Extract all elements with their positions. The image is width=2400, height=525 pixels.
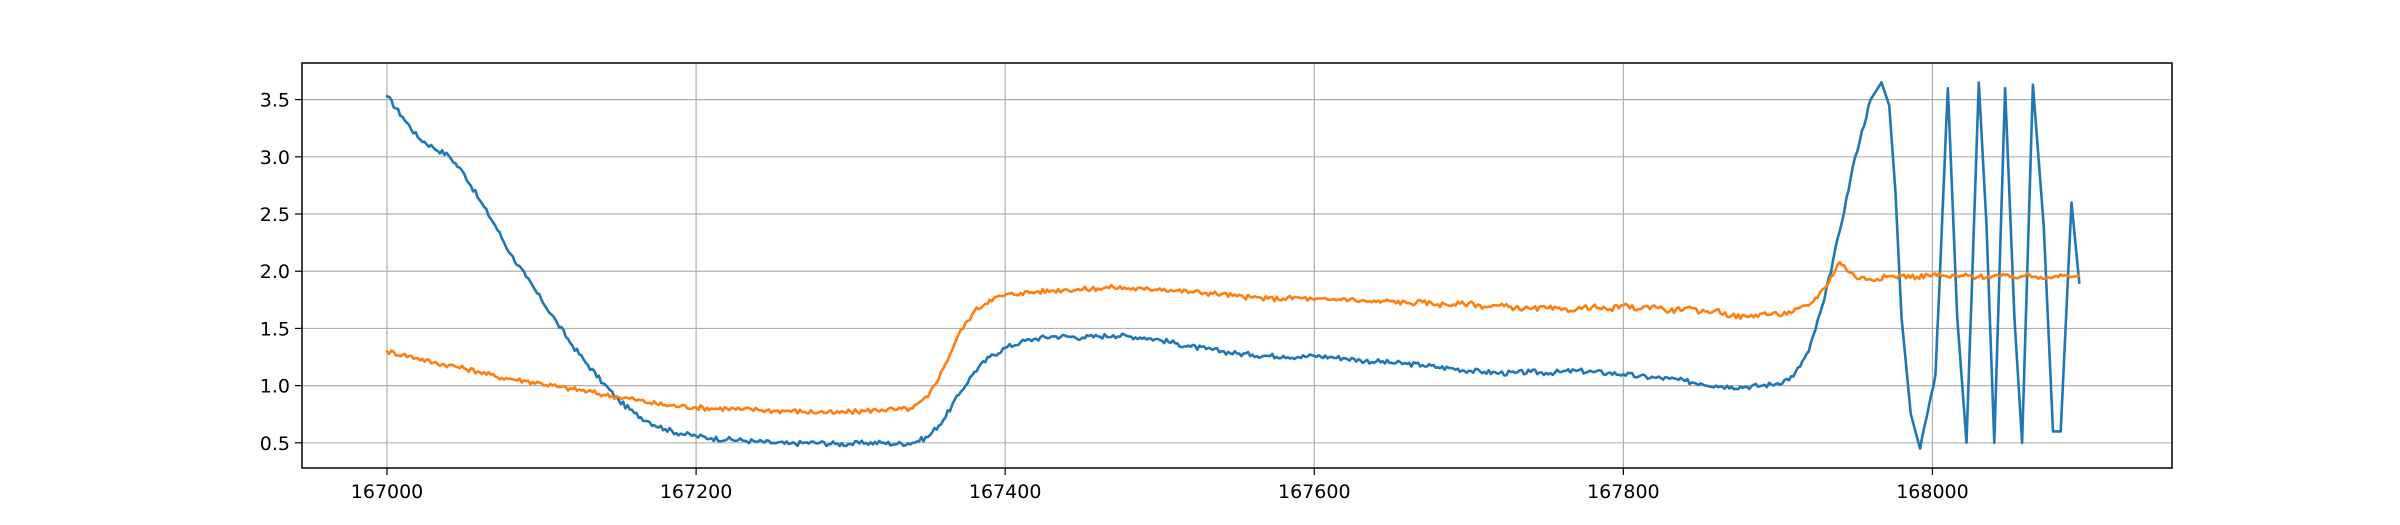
y-tick-label: 2.0: [260, 261, 290, 283]
plot-area: [385, 81, 2081, 450]
x-tick-label: 167200: [660, 481, 733, 503]
x-tick-label: 167800: [1587, 481, 1660, 503]
x-tick-label: 167400: [969, 481, 1042, 503]
x-tick-label: 167600: [1278, 481, 1351, 503]
y-tick-label: 1.5: [260, 318, 290, 340]
y-axis: 0.5 1.0 1.5 2.0 2.5 3.0 3.5: [260, 90, 302, 455]
y-tick-label: 3.0: [260, 147, 290, 169]
grid-lines: [302, 63, 2172, 468]
y-tick-label: 2.5: [260, 204, 290, 226]
y-tick-label: 1.0: [260, 376, 290, 398]
x-axis: 167000 167200 167400 167600 167800 168000: [351, 468, 1969, 503]
x-tick-label: 168000: [1896, 481, 1969, 503]
plot-frame: [301, 62, 2173, 469]
series-2-line: [385, 260, 2081, 415]
series-1-line: [385, 81, 2081, 450]
y-tick-label: 0.5: [260, 433, 290, 455]
y-tick-label: 3.5: [260, 90, 290, 112]
x-tick-label: 167000: [351, 481, 424, 503]
